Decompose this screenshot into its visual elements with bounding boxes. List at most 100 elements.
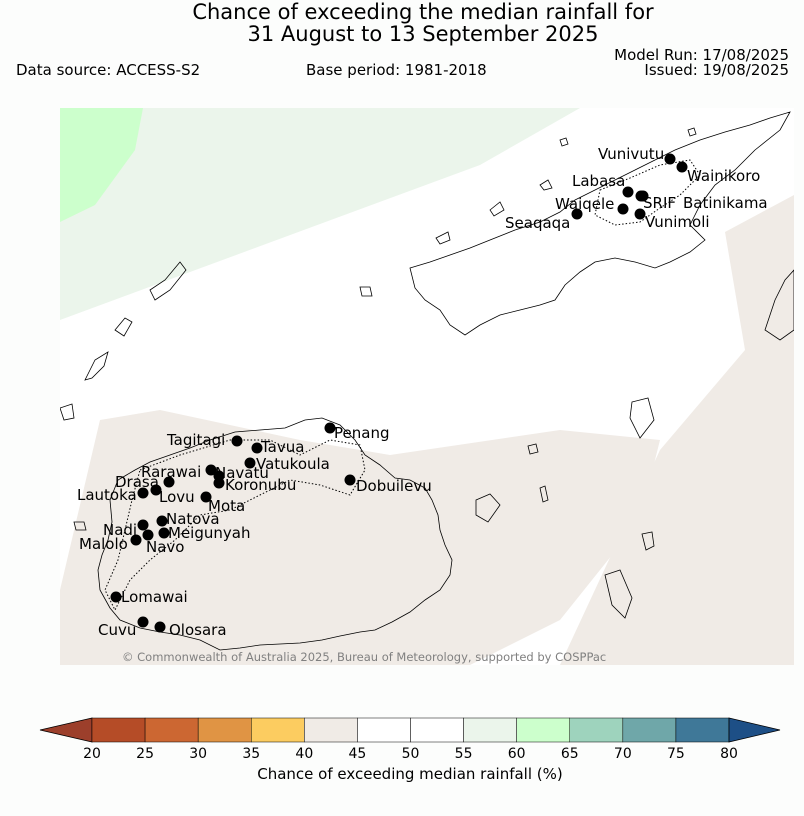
station-label-vunimoli: Vunimoli: [645, 213, 710, 231]
station-marker-tagitagi: [231, 435, 243, 447]
colorbar: 20 25 30 35 40 45 50 55 60 65 70 75 80: [39, 717, 781, 762]
colorbar-cell: [463, 717, 517, 743]
shade-60-65: [60, 108, 143, 222]
station-marker-meigunyah: [158, 527, 170, 539]
station-label-tagitagi: Tagitagi: [166, 431, 225, 449]
station-marker-koronubu: [213, 477, 225, 489]
colorbar-tick-label: 70: [614, 746, 632, 762]
station-label-waiqele: Waiqele: [555, 195, 614, 213]
colorbar-ticks: 20 25 30 35 40 45 50 55 60 65 70 75 80: [83, 746, 738, 762]
colorbar-tick-label: 30: [189, 746, 207, 762]
colorbar-tick-label: 65: [561, 746, 579, 762]
station-marker-lovu: [150, 484, 162, 496]
station-marker-tavua: [251, 442, 263, 454]
station-label-navo: Navo: [146, 538, 184, 556]
station-marker-vunivutu: [664, 153, 676, 165]
catchment-outlines: [104, 159, 701, 612]
copyright-notice: © Commonwealth of Australia 2025, Bureau…: [122, 650, 606, 664]
colorbar-tick-label: 45: [349, 746, 367, 762]
station-label-cuvu: Cuvu: [98, 621, 136, 639]
base-period: Base period: 1981-2018: [306, 61, 487, 79]
station-label-tavua: Tavua: [260, 438, 304, 456]
colorbar-cell: [569, 717, 624, 743]
shade-55-60: [60, 108, 580, 320]
small-islands: [60, 127, 697, 619]
station-label-batinikama: Batinikama: [683, 194, 768, 212]
station-marker-wainikoro: [676, 161, 688, 173]
station-marker-cuvu: [137, 616, 149, 628]
shade-40-45-east: [560, 195, 794, 665]
vanua-levu-coast: [409, 111, 791, 336]
station-label-nadi: Nadi: [103, 521, 137, 539]
station-marker-batinikama: [637, 190, 649, 202]
colorbar-tick-label: 35: [242, 746, 260, 762]
colorbar-extend-high: [728, 717, 781, 743]
station-marker-drasa: [163, 476, 175, 488]
station-layer: Vunivutu Wainikoro Labasa Waiqele SRIF Batini…: [77, 145, 768, 639]
station-marker-lomawai: [110, 591, 122, 603]
station-marker-olosara: [154, 621, 166, 633]
colorbar-tick-label: 55: [455, 746, 473, 762]
colorbar-cell: [516, 717, 571, 743]
station-label-penang: Penang: [334, 424, 389, 442]
data-source: Data source: ACCESS-S2: [16, 61, 201, 79]
station-marker-navo: [142, 529, 154, 541]
colorbar-cell: [251, 717, 305, 743]
viti-levu-coast: [97, 417, 453, 651]
station-label-seaqaqa: Seaqaqa: [505, 214, 570, 232]
station-marker-penang: [324, 422, 336, 434]
station-label-navatu: Navatu: [215, 464, 269, 482]
taveuni-coast: [764, 269, 794, 341]
station-marker-nadi: [137, 519, 149, 531]
title-line-2: 31 August to 13 September 2025: [247, 22, 599, 46]
station-label-malolo: Malolo: [79, 535, 128, 553]
colorbar-cell: [675, 717, 730, 743]
station-marker-natova: [156, 515, 168, 527]
colorbar-tick-label: 60: [508, 746, 526, 762]
station-marker-vatukoula: [244, 457, 256, 469]
title-line-1: Chance of exceeding the median rainfall …: [192, 0, 654, 24]
station-marker-vunimoli: [634, 208, 646, 220]
model-run: Model Run: 17/08/2025: [614, 46, 789, 64]
colorbar-cell: [197, 717, 252, 743]
station-label-wainikoro: Wainikoro: [687, 167, 760, 185]
colorbar-tick-label: 75: [667, 746, 685, 762]
colorbar-cell: [357, 717, 411, 743]
station-label-lautoka: Lautoka: [77, 486, 137, 504]
station-marker-mota: [200, 491, 212, 503]
colorbar-tick-label: 50: [402, 746, 420, 762]
station-label-lovu: Lovu: [159, 488, 195, 506]
station-label-meigunyah: Meigunyah: [168, 524, 250, 542]
station-marker-labasa: [622, 186, 634, 198]
colorbar-cell: [622, 717, 677, 743]
station-marker-malolo: [130, 534, 142, 546]
colorbar-tick-label: 25: [136, 746, 154, 762]
station-label-dobuilevu: Dobuilevu: [356, 477, 432, 495]
station-marker-lautoka: [137, 487, 149, 499]
station-label-natova: Natova: [166, 510, 220, 528]
station-label-vunivutu: Vunivutu: [598, 145, 664, 163]
colorbar-cell: [144, 717, 199, 743]
station-marker-dobuilevu: [344, 474, 356, 486]
colorbar-cell: [304, 717, 358, 743]
colorbar-cell: [91, 717, 146, 743]
station-marker-seaqaqa: [571, 208, 583, 220]
station-label-srif: SRIF: [643, 194, 676, 212]
station-marker-waiqele: [617, 203, 629, 215]
station-label-mota: Mota: [208, 497, 245, 515]
station-label-olosara: Olosara: [169, 621, 227, 639]
station-label-rarawai: Rarawai: [141, 463, 201, 481]
colorbar-cell: [410, 717, 464, 743]
station-label-koronubu: Koronubu: [225, 476, 296, 494]
station-label-labasa: Labasa: [572, 172, 625, 190]
colorbar-tick-label: 80: [720, 746, 738, 762]
colorbar-extend-low: [39, 717, 93, 743]
station-label-drasa: Drasa: [115, 473, 159, 491]
issued-date: Issued: 19/08/2025: [644, 61, 789, 79]
station-marker-rarawai: [205, 464, 217, 476]
colorbar-label: Chance of exceeding median rainfall (%): [257, 765, 563, 783]
station-label-vatukoula: Vatukoula: [256, 455, 330, 473]
colorbar-tick-label: 20: [83, 746, 101, 762]
rainfall-map: © Commonwealth of Australia 2025, Bureau…: [60, 108, 794, 665]
colorbar-cells: [39, 717, 781, 743]
